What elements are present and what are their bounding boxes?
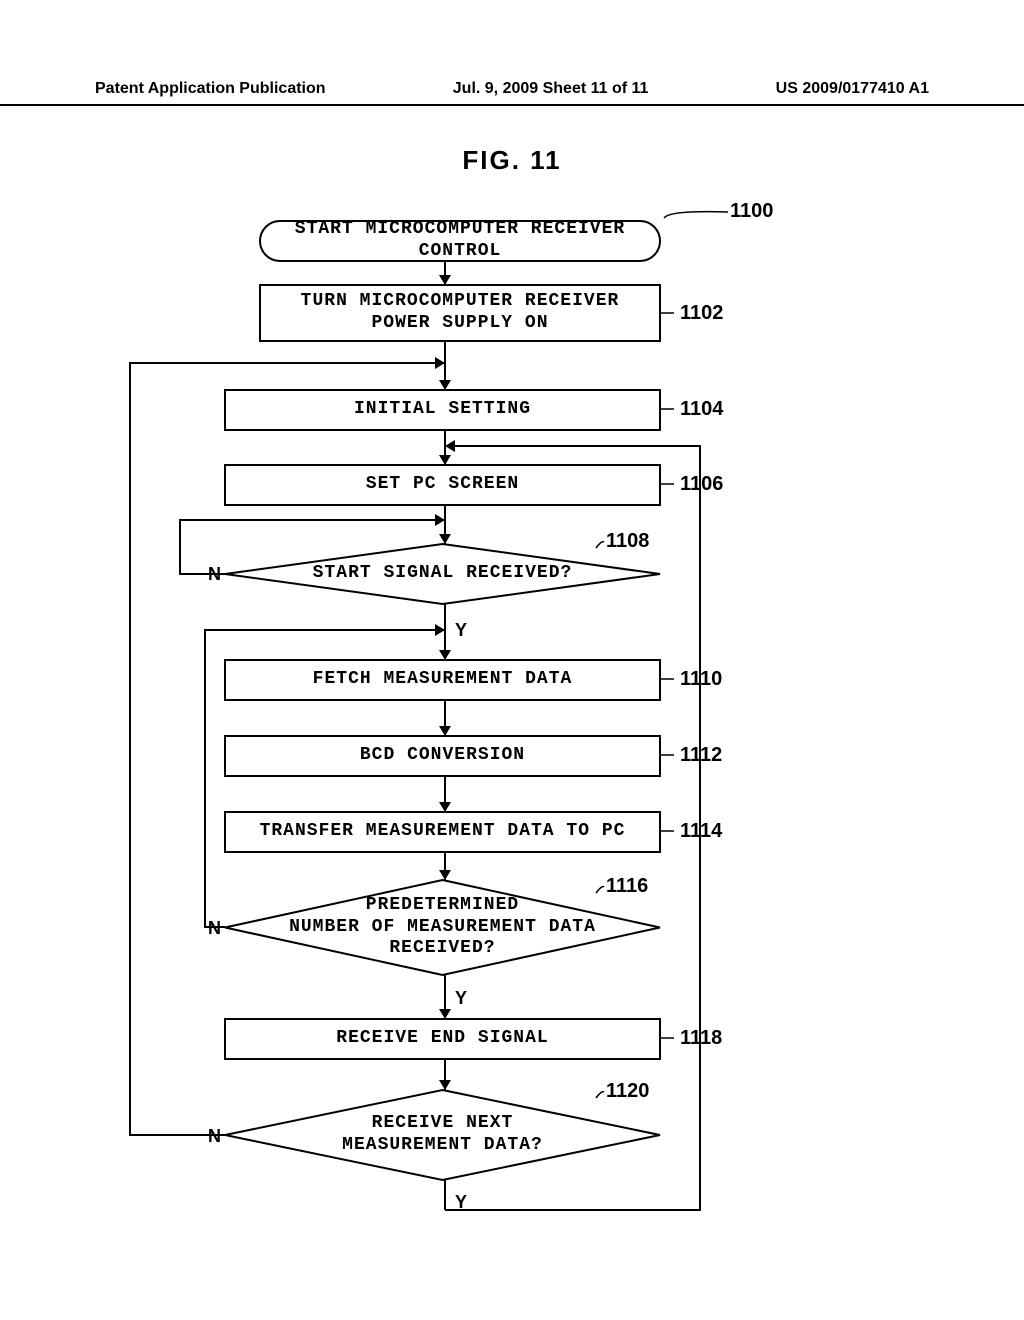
node-label: FETCH MEASUREMENT DATA <box>225 660 660 700</box>
ref-number: 1112 <box>680 744 722 767</box>
edge-label: N <box>208 1126 221 1147</box>
edge-label: N <box>208 564 221 585</box>
ref-number: 1106 <box>680 473 723 496</box>
ref-number: 1116 <box>606 875 648 898</box>
ref-number: 1120 <box>606 1080 649 1103</box>
edge-label: Y <box>455 1192 467 1213</box>
ref-number: 1108 <box>606 530 649 553</box>
node-label: RECEIVE END SIGNAL <box>225 1019 660 1059</box>
ref-number: 1114 <box>680 820 722 843</box>
edge-label: N <box>208 918 221 939</box>
node-label: INITIAL SETTING <box>225 390 660 430</box>
node-label: START SIGNAL RECEIVED? <box>225 544 660 604</box>
node-label: START MICROCOMPUTER RECEIVER CONTROL <box>260 221 660 261</box>
node-label: BCD CONVERSION <box>225 736 660 776</box>
node-label: RECEIVE NEXT MEASUREMENT DATA? <box>225 1090 660 1180</box>
ref-number: 1110 <box>680 668 722 691</box>
node-label: SET PC SCREEN <box>225 465 660 505</box>
edge-label: Y <box>455 620 467 641</box>
ref-number: 1104 <box>680 398 723 421</box>
ref-number: 1100 <box>730 200 773 223</box>
edge-label: Y <box>455 988 467 1009</box>
node-label: TRANSFER MEASUREMENT DATA TO PC <box>225 812 660 852</box>
node-label: PREDETERMINED NUMBER OF MEASUREMENT DATA… <box>225 880 660 975</box>
ref-number: 1118 <box>680 1027 722 1050</box>
node-label: TURN MICROCOMPUTER RECEIVER POWER SUPPLY… <box>260 285 660 341</box>
ref-number: 1102 <box>680 302 723 325</box>
